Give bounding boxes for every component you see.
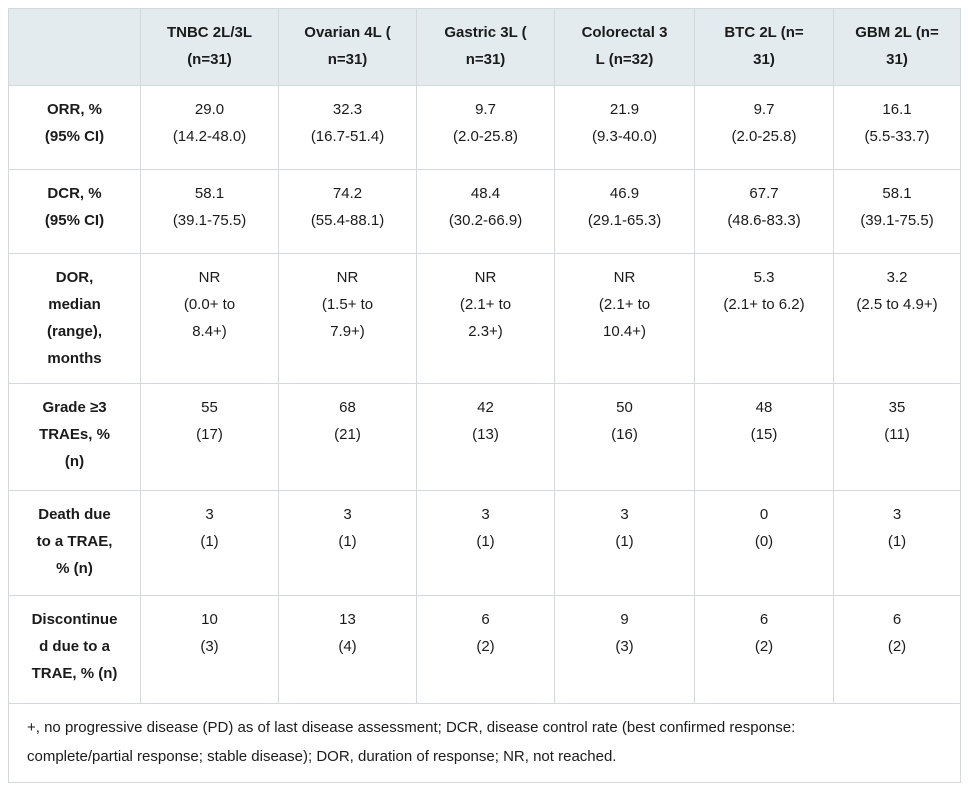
data-cell: 9.7 (2.0-25.8) — [416, 85, 555, 170]
data-cell: 13 (4) — [278, 595, 417, 704]
data-cell: 46.9 (29.1-65.3) — [554, 169, 695, 254]
data-cell: 5.3 (2.1+ to 6.2) — [694, 253, 834, 384]
column-header-btc: BTC 2L (n= 31) — [694, 8, 834, 86]
row-label-discontinued-trae: Discontinue d due to a TRAE, % (n) — [8, 595, 141, 704]
clinical-outcomes-table: TNBC 2L/3L (n=31) Ovarian 4L ( n=31) Gas… — [8, 8, 961, 783]
table-row-death-trae: Death due to a TRAE, % (n) 3 (1) 3 (1) 3… — [8, 490, 961, 596]
data-cell: 29.0 (14.2-48.0) — [140, 85, 279, 170]
row-label-dor: DOR, median (range), months — [8, 253, 141, 384]
table-row-grade3-traes: Grade ≥3 TRAEs, % (n) 55 (17) 68 (21) 42… — [8, 383, 961, 491]
data-cell: 6 (2) — [416, 595, 555, 704]
data-cell: 10 (3) — [140, 595, 279, 704]
header-row: TNBC 2L/3L (n=31) Ovarian 4L ( n=31) Gas… — [8, 8, 961, 86]
data-cell: 58.1 (39.1-75.5) — [833, 169, 961, 254]
column-header-gbm: GBM 2L (n= 31) — [833, 8, 961, 86]
data-cell: 3 (1) — [554, 490, 695, 596]
corner-cell — [8, 8, 141, 86]
data-cell: 35 (11) — [833, 383, 961, 491]
data-cell: 3 (1) — [140, 490, 279, 596]
data-cell: 3 (1) — [416, 490, 555, 596]
data-cell: 68 (21) — [278, 383, 417, 491]
data-cell: NR (0.0+ to 8.4+) — [140, 253, 279, 384]
column-header-ovarian: Ovarian 4L ( n=31) — [278, 8, 417, 86]
data-cell: 58.1 (39.1-75.5) — [140, 169, 279, 254]
data-cell: 21.9 (9.3-40.0) — [554, 85, 695, 170]
data-cell: 42 (13) — [416, 383, 555, 491]
column-header-gastric: Gastric 3L ( n=31) — [416, 8, 555, 86]
data-cell: 32.3 (16.7-51.4) — [278, 85, 417, 170]
table-row-discontinued-trae: Discontinue d due to a TRAE, % (n) 10 (3… — [8, 595, 961, 704]
table-row-dor: DOR, median (range), months NR (0.0+ to … — [8, 253, 961, 384]
data-cell: 6 (2) — [833, 595, 961, 704]
data-cell: 0 (0) — [694, 490, 834, 596]
row-label-grade3-traes: Grade ≥3 TRAEs, % (n) — [8, 383, 141, 491]
data-cell: NR (2.1+ to 10.4+) — [554, 253, 695, 384]
data-cell: 3.2 (2.5 to 4.9+) — [833, 253, 961, 384]
data-cell: 67.7 (48.6-83.3) — [694, 169, 834, 254]
data-cell: 3 (1) — [278, 490, 417, 596]
data-cell: 16.1 (5.5-33.7) — [833, 85, 961, 170]
column-header-colorectal: Colorectal 3 L (n=32) — [554, 8, 695, 86]
data-cell: NR (1.5+ to 7.9+) — [278, 253, 417, 384]
row-label-orr: ORR, % (95% CI) — [8, 85, 141, 170]
data-cell: 48.4 (30.2-66.9) — [416, 169, 555, 254]
table-row-orr: ORR, % (95% CI) 29.0 (14.2-48.0) 32.3 (1… — [8, 85, 961, 170]
data-cell: 3 (1) — [833, 490, 961, 596]
row-label-dcr: DCR, % (95% CI) — [8, 169, 141, 254]
data-cell: 48 (15) — [694, 383, 834, 491]
column-header-tnbc: TNBC 2L/3L (n=31) — [140, 8, 279, 86]
data-cell: 55 (17) — [140, 383, 279, 491]
table-row-dcr: DCR, % (95% CI) 58.1 (39.1-75.5) 74.2 (5… — [8, 169, 961, 254]
data-cell: 50 (16) — [554, 383, 695, 491]
data-cell: 74.2 (55.4-88.1) — [278, 169, 417, 254]
footnote-text: +, no progressive disease (PD) as of las… — [8, 703, 961, 783]
data-cell: 9 (3) — [554, 595, 695, 704]
row-label-death-trae: Death due to a TRAE, % (n) — [8, 490, 141, 596]
footnote-row: +, no progressive disease (PD) as of las… — [8, 703, 961, 783]
data-cell: 6 (2) — [694, 595, 834, 704]
data-cell: NR (2.1+ to 2.3+) — [416, 253, 555, 384]
data-cell: 9.7 (2.0-25.8) — [694, 85, 834, 170]
